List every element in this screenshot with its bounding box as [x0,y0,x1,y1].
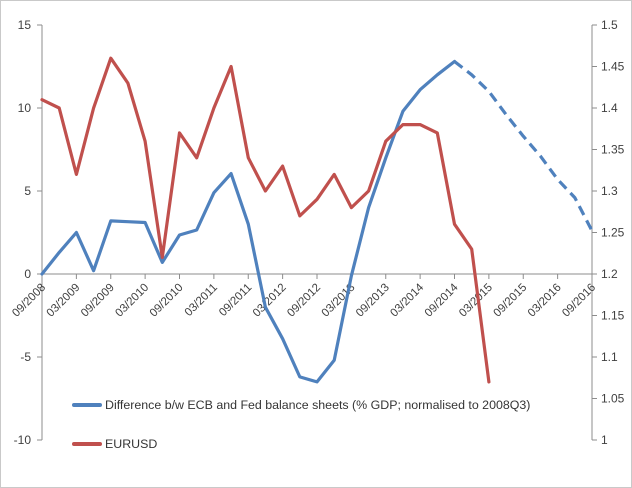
legend-swatch-red-line [72,442,102,446]
series-line-eurusd [40,56,491,384]
y-axis-left-label: -5 [20,350,31,364]
y-axis-right-label: 1.05 [601,392,625,406]
y-axis-right-label: 1.35 [601,143,625,157]
y-axis-right-label: 1.25 [601,226,625,240]
y-axis-right-label: 1 [601,433,608,447]
x-axis-label: 09/2010 [148,282,186,320]
x-axis-label: 03/2009 [45,282,83,320]
x-axis-label: 09/2009 [79,282,117,320]
legend-item-balance-sheet-diff: Difference b/w ECB and Fed balance sheet… [72,395,530,415]
x-axis-label: 03/2016 [526,282,564,320]
legend: Difference b/w ECB and Fed balance sheet… [72,395,530,473]
series-line-projection-dashed [453,60,594,232]
y-axis-left-label: -10 [14,433,32,447]
legend-item-eurusd: EURUSD [72,434,530,454]
x-axis-label: 09/2011 [217,282,254,319]
x-axis-label: 09/2012 [285,282,323,320]
y-axis-right-label: 1.2 [601,267,618,281]
x-axis-label: 09/2015 [491,282,529,320]
y-axis-right-label: 1.4 [601,101,618,115]
series-line-balance-sheet-diff [40,59,457,384]
y-axis-left-label: 5 [24,184,31,198]
legend-label-balance-sheet-diff: Difference b/w ECB and Fed balance sheet… [105,398,531,412]
y-axis-right-label: 1.15 [601,309,625,323]
y-axis-right-label: 1.5 [601,18,618,32]
x-axis-label: 03/2013 [320,282,358,320]
y-axis-right-label: 1.45 [601,60,625,74]
x-axis-label: 03/2010 [113,282,151,320]
legend-swatch-blue-line [72,403,102,407]
x-axis-label: 03/2011 [183,282,220,319]
x-axis-label: 03/2014 [388,281,426,319]
legend-label-eurusd: EURUSD [105,437,158,451]
y-axis-left-label: 15 [18,18,32,32]
y-axis-right-label: 1.1 [601,350,618,364]
x-axis-label: 09/2013 [354,282,392,320]
y-axis-right-label: 1.3 [601,184,618,198]
y-axis-left-label: 10 [18,101,32,115]
x-axis-label: 09/2014 [423,281,461,319]
y-axis-left-label: 0 [24,267,31,281]
